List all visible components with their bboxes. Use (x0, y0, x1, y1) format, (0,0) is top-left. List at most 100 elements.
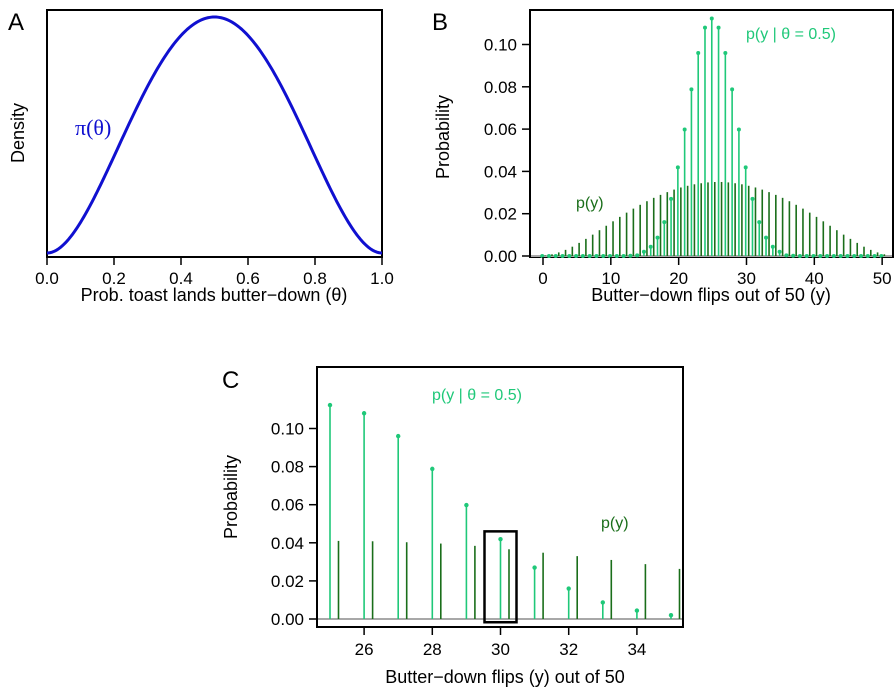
prior-density-curve (46, 15, 383, 255)
x-tick-label: 50 (873, 269, 892, 288)
y-tick-label: 0.10 (271, 420, 304, 439)
conditional-point (567, 254, 572, 258)
conditional-point (852, 254, 857, 258)
conditional-point (396, 433, 401, 439)
panel-c: C 26 28 30 32 34 0.00 0.02 0.04 0.06 0.08 0.10 p(… (221, 366, 684, 687)
conditional-point (743, 165, 748, 170)
panel-b-stems (531, 16, 892, 258)
conditional-point (668, 612, 674, 618)
panel-a-xlabel: Prob. toast lands butter−down (θ) (81, 285, 348, 305)
x-tick-label: 30 (737, 269, 756, 288)
x-tick-label: 32 (559, 640, 578, 659)
x-tick-label: 30 (491, 640, 510, 659)
panel-b-xlabel: Butter−down flips out of 50 (y) (591, 285, 831, 305)
conditional-point (696, 50, 701, 55)
panel-b-conditional-label: p(y | θ = 0.5) (746, 26, 836, 43)
panel-b-letter: B (432, 9, 448, 36)
conditional-point (669, 196, 674, 201)
conditional-point (655, 235, 660, 240)
conditional-point (730, 87, 735, 92)
conditional-point (777, 249, 782, 254)
y-tick-label: 0.04 (271, 534, 304, 553)
conditional-point (464, 502, 469, 508)
conditional-point (750, 196, 755, 201)
conditional-point (580, 254, 585, 258)
x-tick-label: 0 (538, 269, 547, 288)
conditional-point (859, 254, 864, 258)
conditional-point (566, 586, 571, 591)
x-tick-label: 0.2 (102, 269, 126, 288)
y-tick-label: 0.06 (271, 496, 304, 515)
x-tick-label: 34 (627, 640, 646, 659)
conditional-point (574, 254, 579, 258)
conditional-point (716, 25, 721, 30)
x-tick-label: 26 (355, 640, 374, 659)
panel-c-stems (318, 402, 682, 620)
y-tick-label: 0.00 (271, 610, 304, 629)
x-tick-label: 28 (423, 640, 442, 659)
conditional-point (736, 127, 741, 132)
panel-c-ylabel: Probability (221, 455, 241, 539)
conditional-point (600, 600, 605, 605)
panel-c-x-ticks: 26 28 30 32 34 (355, 627, 646, 659)
y-tick-label: 0.02 (271, 572, 304, 591)
y-tick-label: 0.08 (271, 458, 304, 477)
conditional-point (614, 254, 619, 258)
conditional-point (825, 254, 830, 258)
panel-c-marginal-label: p(y) (601, 515, 629, 532)
conditional-point (430, 466, 435, 472)
conditional-point (498, 536, 503, 542)
conditional-point (831, 254, 836, 258)
panel-c-y-ticks: 0.00 0.02 0.04 0.06 0.08 0.10 (271, 420, 317, 629)
conditional-point (532, 565, 537, 570)
panel-a-x-ticks: 0.0 0.2 0.4 0.6 0.8 1.0 (35, 257, 394, 288)
conditional-point (818, 254, 823, 258)
panel-c-xlabel: Butter−down flips (y) out of 50 (385, 667, 625, 687)
conditional-point (361, 411, 367, 416)
panel-a-letter: A (8, 9, 24, 36)
conditional-point (797, 254, 802, 258)
conditional-point (723, 50, 728, 55)
conditional-point (546, 254, 551, 258)
conditional-point (757, 220, 762, 225)
conditional-point (553, 254, 558, 258)
y-tick-label: 0.00 (484, 247, 517, 266)
conditional-point (621, 254, 626, 258)
conditional-point (872, 254, 877, 258)
panel-a-frame (46, 9, 383, 258)
panel-b: B 0 10 20 30 40 50 0.00 0.02 0.04 0.06 0.08 0.10 p… (432, 9, 894, 305)
conditional-point (648, 244, 653, 249)
panel-a: A 0.0 0.2 0.4 0.6 0.8 1.0 π(θ) Prob. toast la… (8, 9, 394, 305)
y-tick-label: 0.08 (484, 78, 517, 97)
y-tick-label: 0.04 (484, 162, 517, 181)
panel-b-ylabel: Probability (433, 95, 453, 179)
prior-label: π(θ) (75, 115, 111, 140)
panel-b-marginal-label: p(y) (576, 195, 604, 212)
panel-c-conditional-label: p(y | θ = 0.5) (432, 387, 522, 404)
conditional-point (865, 254, 870, 258)
conditional-point (628, 253, 633, 258)
conditional-point (784, 253, 789, 258)
conditional-point (845, 254, 850, 258)
conditional-point (838, 254, 843, 258)
x-tick-label: 0.6 (236, 269, 260, 288)
x-tick-label: 0.8 (303, 269, 327, 288)
conditional-point (641, 249, 646, 254)
conditional-point (702, 25, 707, 30)
conditional-point (791, 253, 796, 258)
conditional-point (709, 16, 714, 21)
x-tick-label: 0.4 (169, 269, 193, 288)
conditional-point (689, 87, 694, 92)
y-tick-label: 0.06 (484, 120, 517, 139)
x-tick-label: 40 (805, 269, 824, 288)
x-tick-label: 1.0 (370, 269, 394, 288)
conditional-point (804, 254, 809, 258)
y-tick-label: 0.10 (484, 36, 517, 55)
y-tick-label: 0.02 (484, 205, 517, 224)
conditional-point (770, 244, 775, 249)
conditional-point (327, 402, 333, 408)
panel-b-y-ticks: 0.00 0.02 0.04 0.06 0.08 0.10 (484, 36, 530, 266)
conditional-point (634, 608, 640, 613)
panel-b-x-ticks: 0 10 20 30 40 50 (538, 257, 892, 288)
